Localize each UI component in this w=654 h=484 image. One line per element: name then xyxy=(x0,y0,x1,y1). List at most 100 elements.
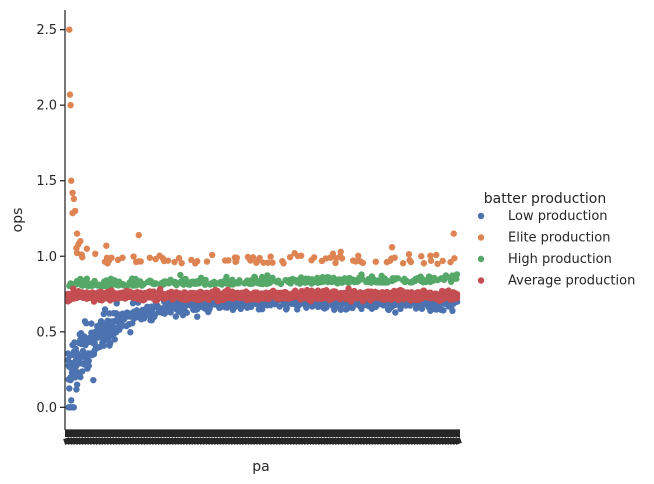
legend-entry-label: Elite production xyxy=(508,231,610,246)
plot-area xyxy=(64,26,461,411)
point-elite-production xyxy=(79,254,86,261)
point-high-production xyxy=(394,275,402,282)
point-low-production xyxy=(68,397,75,404)
point-elite-production xyxy=(329,250,337,257)
point-low-production xyxy=(66,385,73,392)
point-elite-production xyxy=(420,260,428,267)
point-average-production xyxy=(96,290,104,298)
point-low-production xyxy=(161,310,168,317)
point-elite-production xyxy=(399,260,407,267)
point-elite-production xyxy=(297,252,305,259)
point-elite-production xyxy=(70,195,78,203)
point-low-production xyxy=(77,373,84,381)
point-high-production xyxy=(202,276,209,284)
point-low-production xyxy=(283,305,291,312)
point-elite-production xyxy=(269,259,276,266)
point-low-production xyxy=(337,306,344,313)
y-tick-label: 1.0 xyxy=(36,250,57,265)
point-elite-production xyxy=(267,253,274,260)
point-elite-production xyxy=(450,230,457,237)
point-elite-production xyxy=(137,258,144,265)
point-high-production xyxy=(103,277,110,284)
point-elite-production xyxy=(175,254,183,262)
x-tick-marks xyxy=(65,430,460,437)
point-high-production xyxy=(173,281,180,289)
point-high-production xyxy=(177,271,184,279)
point-low-production xyxy=(88,320,95,327)
point-low-production xyxy=(111,336,118,343)
legend-entry-label: Low production xyxy=(508,209,608,224)
point-elite-production xyxy=(280,260,287,267)
point-low-production xyxy=(392,309,399,316)
point-low-production xyxy=(183,309,191,316)
legend: batter production Low production Elite pr… xyxy=(477,191,635,289)
point-elite-production xyxy=(286,253,294,261)
point-low-production xyxy=(194,313,201,320)
point-high-production xyxy=(277,280,285,288)
point-elite-production xyxy=(439,257,446,265)
point-elite-production xyxy=(388,243,396,251)
point-elite-production xyxy=(130,253,137,260)
point-elite-production xyxy=(92,250,99,258)
x-tick-label xyxy=(454,437,462,445)
legend-marker xyxy=(477,212,485,220)
point-elite-production xyxy=(434,260,441,267)
point-elite-production xyxy=(66,91,74,98)
y-tick-label: 1.5 xyxy=(36,174,57,189)
point-low-production xyxy=(258,305,266,313)
point-high-production xyxy=(236,277,243,284)
point-high-production xyxy=(161,280,168,287)
point-elite-production xyxy=(146,254,154,261)
point-elite-production xyxy=(433,251,440,259)
point-low-production xyxy=(71,374,79,381)
point-high-production xyxy=(258,275,266,283)
legend-marker xyxy=(477,255,485,263)
point-elite-production xyxy=(71,207,79,215)
point-low-production xyxy=(127,329,134,336)
point-low-production xyxy=(172,313,180,320)
point-low-production xyxy=(129,299,137,307)
y-tick-label: 2.5 xyxy=(36,23,57,38)
point-low-production xyxy=(449,307,456,315)
y-axis-label: ops xyxy=(10,208,26,233)
point-elite-production xyxy=(135,231,142,239)
y-tick-label: 2.0 xyxy=(36,99,57,114)
point-elite-production xyxy=(69,189,76,197)
point-average-production xyxy=(69,285,77,293)
point-elite-production xyxy=(77,237,84,245)
point-average-production xyxy=(453,290,461,298)
point-elite-production xyxy=(83,245,91,252)
point-low-production xyxy=(388,302,396,310)
point-elite-production xyxy=(427,257,435,264)
point-elite-production xyxy=(73,230,81,237)
point-low-production xyxy=(397,305,404,313)
legend-entry-label: Average production xyxy=(508,274,635,289)
point-low-production xyxy=(79,368,86,375)
point-elite-production xyxy=(427,252,434,259)
legend-title: batter production xyxy=(484,191,606,207)
point-high-production xyxy=(269,274,276,282)
point-high-production xyxy=(67,280,74,287)
point-low-production xyxy=(70,404,78,411)
point-low-production xyxy=(107,339,114,347)
point-elite-production xyxy=(178,259,185,267)
point-high-production xyxy=(356,274,363,281)
point-elite-production xyxy=(249,254,257,261)
point-elite-production xyxy=(310,254,318,261)
point-elite-production xyxy=(225,257,232,264)
legend-marker xyxy=(477,277,485,284)
y-tick-label: 0.0 xyxy=(36,401,57,416)
point-elite-production xyxy=(291,250,298,257)
point-elite-production xyxy=(67,101,74,109)
point-elite-production xyxy=(264,259,272,266)
point-low-production xyxy=(90,376,97,384)
point-elite-production xyxy=(451,255,458,262)
point-low-production xyxy=(440,307,447,314)
point-low-production xyxy=(82,320,90,327)
legend-entry-label: High production xyxy=(508,252,612,267)
point-elite-production xyxy=(352,258,359,265)
x-axis-label: pa xyxy=(252,459,269,475)
point-elite-production xyxy=(68,177,75,184)
point-elite-production xyxy=(203,258,211,265)
